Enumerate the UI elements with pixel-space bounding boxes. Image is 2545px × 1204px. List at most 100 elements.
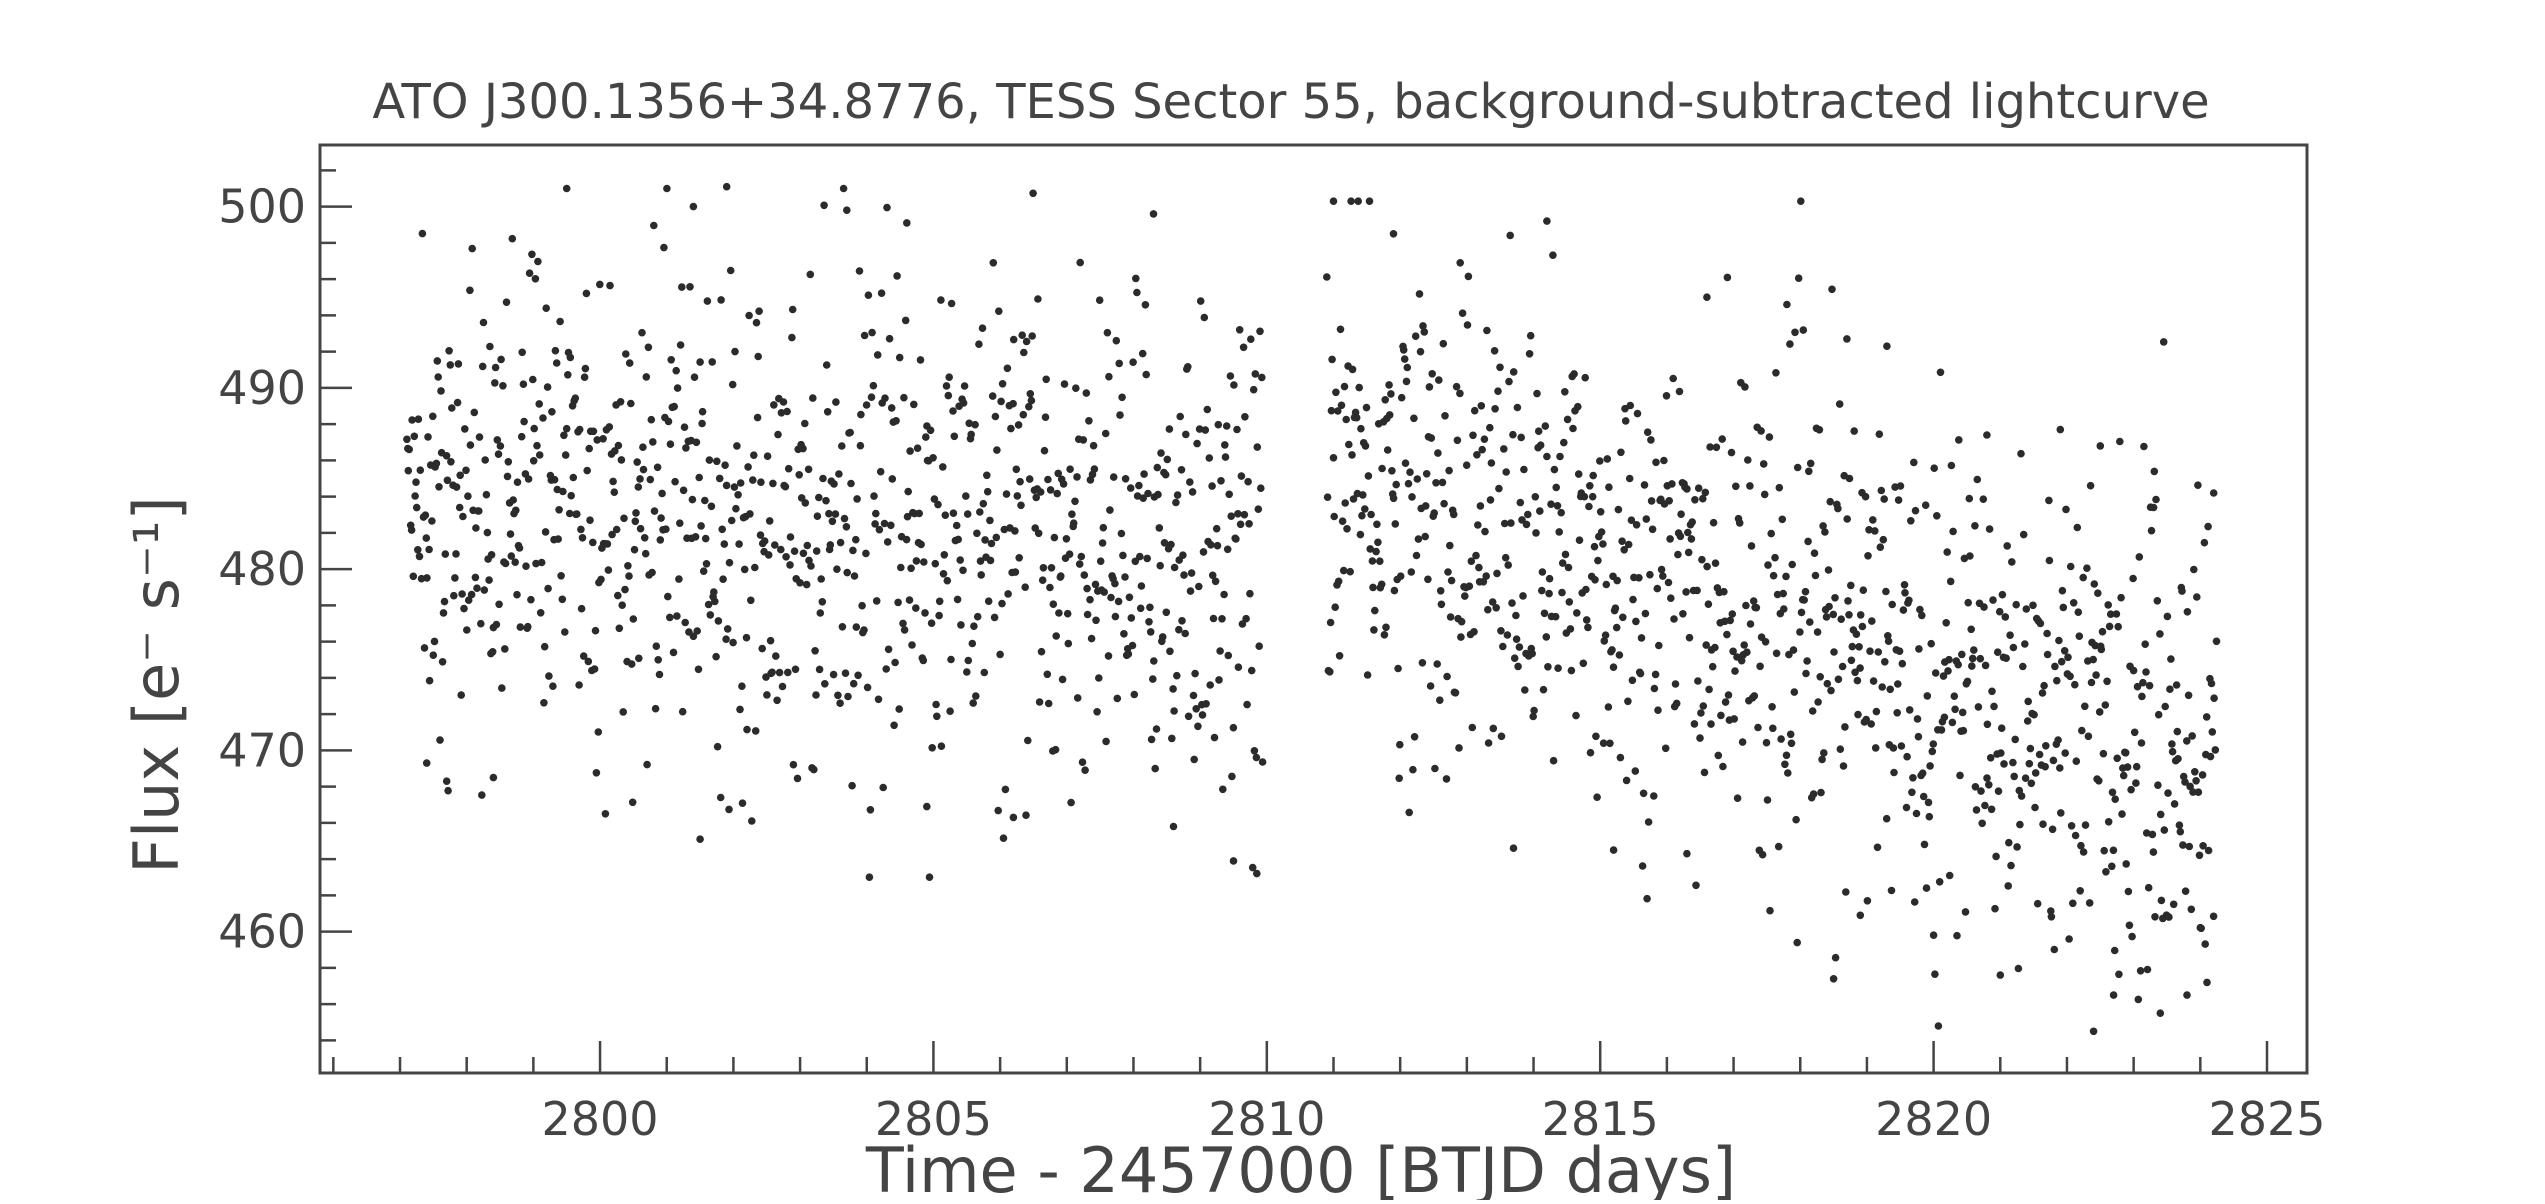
data-point [912, 604, 920, 612]
data-point [840, 514, 849, 523]
data-point [1986, 754, 1995, 762]
data-point [2059, 603, 2068, 612]
data-point [1931, 669, 1940, 677]
data-point [678, 283, 686, 291]
data-point [551, 346, 560, 355]
data-point [1063, 609, 1072, 618]
data-point [693, 627, 701, 635]
data-point [1988, 687, 1996, 696]
data-point [2191, 768, 2199, 776]
data-point [1719, 762, 1727, 771]
data-point [2154, 781, 2162, 789]
data-point [1704, 600, 1713, 608]
data-point [452, 550, 460, 558]
data-point [1921, 501, 1930, 510]
data-point [1953, 931, 1961, 940]
data-point [1643, 428, 1652, 437]
data-point [1338, 517, 1347, 525]
data-point [1783, 300, 1791, 309]
data-point [1817, 788, 1825, 797]
data-point [698, 419, 706, 428]
data-point [415, 552, 424, 561]
data-point [582, 289, 591, 298]
data-point [789, 760, 798, 769]
data-point [556, 317, 564, 326]
data-point [941, 511, 950, 519]
data-point [1115, 359, 1123, 368]
data-point [1693, 586, 1701, 595]
data-point [729, 638, 737, 647]
data-point [2198, 771, 2207, 779]
data-point [1195, 425, 1204, 433]
data-point [1741, 383, 1749, 391]
data-point [462, 466, 470, 475]
data-point [589, 538, 597, 547]
data-point [2060, 647, 2069, 655]
data-point [1184, 363, 1192, 371]
data-point [666, 440, 675, 449]
data-point [935, 597, 944, 606]
data-point [628, 798, 637, 807]
data-point [2200, 538, 2209, 547]
data-point [1517, 433, 1525, 442]
data-point [1711, 559, 1720, 567]
data-point [1708, 662, 1717, 671]
data-point [703, 297, 712, 305]
data-point [723, 625, 732, 633]
data-point [2013, 843, 2021, 851]
data-point [1452, 382, 1461, 391]
data-point [630, 545, 639, 554]
data-point [1740, 641, 1748, 649]
data-point [1229, 723, 1238, 732]
data-point [1080, 571, 1089, 579]
y-tick-label: 490 [218, 361, 306, 415]
data-point [541, 528, 550, 536]
data-point [597, 575, 605, 584]
data-point [596, 280, 604, 289]
data-point [1099, 523, 1108, 532]
data-point [1111, 612, 1120, 621]
data-point [1431, 764, 1439, 773]
data-point [1193, 439, 1201, 448]
data-point [1532, 529, 1540, 537]
data-point [605, 423, 614, 431]
data-point [971, 420, 979, 429]
data-point [882, 665, 890, 673]
data-point [1544, 663, 1552, 671]
data-point [963, 510, 972, 518]
data-point [884, 645, 893, 654]
data-point [871, 520, 879, 528]
data-point [2197, 924, 2205, 933]
data-point [446, 361, 455, 369]
data-point [2143, 965, 2152, 974]
data-point [1905, 706, 1914, 714]
data-point [544, 584, 552, 593]
data-point [1612, 623, 1621, 632]
data-point [1845, 611, 1853, 619]
data-point [752, 318, 761, 327]
data-point [888, 475, 897, 483]
data-point [1477, 402, 1486, 410]
data-point [689, 202, 698, 211]
data-point [503, 472, 512, 481]
data-point [1440, 499, 1448, 508]
data-point [420, 644, 429, 652]
data-point [620, 514, 628, 523]
data-point [1555, 528, 1563, 536]
data-point [1077, 552, 1086, 561]
data-point [1161, 470, 1170, 479]
data-point [848, 781, 856, 790]
data-point [1434, 449, 1442, 457]
data-point [1873, 843, 1882, 852]
data-point [1043, 670, 1052, 679]
data-point [1604, 703, 1613, 711]
data-point [1014, 421, 1023, 429]
data-point [1438, 478, 1447, 487]
data-point [1495, 484, 1503, 493]
data-point [2006, 631, 2014, 639]
data-point [1196, 297, 1205, 305]
data-point [1163, 455, 1172, 464]
data-point [1201, 426, 1210, 434]
data-point [836, 699, 844, 707]
data-point [1250, 747, 1259, 755]
